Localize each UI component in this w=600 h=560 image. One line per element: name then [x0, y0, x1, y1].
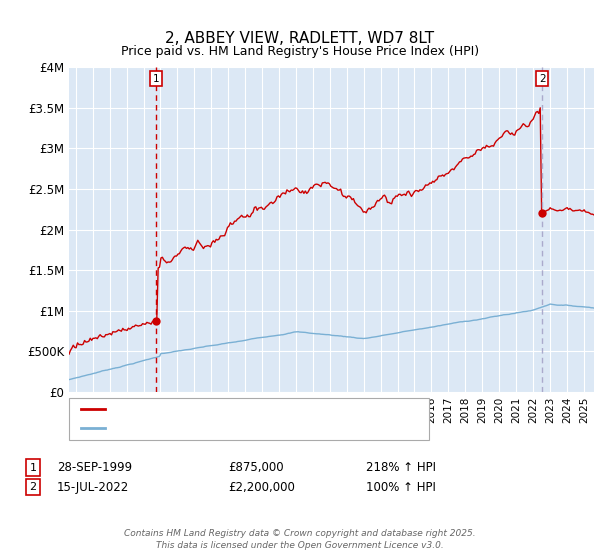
Text: 218% ↑ HPI: 218% ↑ HPI: [366, 461, 436, 474]
Text: HPI: Average price, detached house, Hertsmere: HPI: Average price, detached house, Hert…: [111, 423, 371, 433]
Text: 1: 1: [29, 463, 37, 473]
Text: 2, ABBEY VIEW, RADLETT, WD7 8LT (detached house): 2, ABBEY VIEW, RADLETT, WD7 8LT (detache…: [111, 404, 403, 414]
Text: This data is licensed under the Open Government Licence v3.0.: This data is licensed under the Open Gov…: [156, 542, 444, 550]
Text: 1: 1: [153, 73, 160, 83]
Text: Contains HM Land Registry data © Crown copyright and database right 2025.: Contains HM Land Registry data © Crown c…: [124, 529, 476, 538]
Text: Price paid vs. HM Land Registry's House Price Index (HPI): Price paid vs. HM Land Registry's House …: [121, 45, 479, 58]
Text: £875,000: £875,000: [228, 461, 284, 474]
Text: 28-SEP-1999: 28-SEP-1999: [57, 461, 132, 474]
Text: 15-JUL-2022: 15-JUL-2022: [57, 480, 129, 494]
Text: 2: 2: [29, 482, 37, 492]
Text: 2: 2: [539, 73, 545, 83]
Text: 2, ABBEY VIEW, RADLETT, WD7 8LT: 2, ABBEY VIEW, RADLETT, WD7 8LT: [166, 31, 434, 46]
Text: £2,200,000: £2,200,000: [228, 480, 295, 494]
Text: 100% ↑ HPI: 100% ↑ HPI: [366, 480, 436, 494]
